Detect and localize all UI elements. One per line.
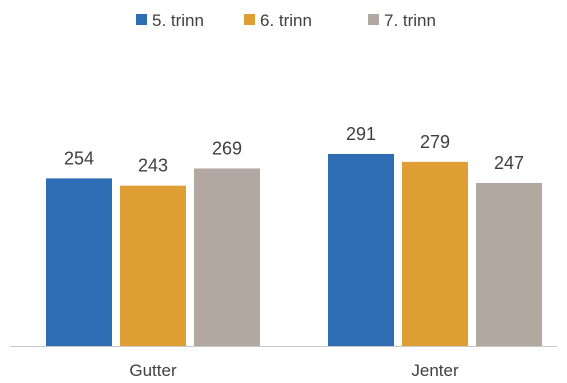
bars — [46, 153, 542, 346]
data-label: 254 — [64, 148, 94, 168]
data-label: 269 — [212, 138, 242, 158]
legend-label: 6. trinn — [260, 11, 312, 30]
data-labels: 254 243 269 291 279 247 — [64, 124, 524, 176]
data-label: 279 — [420, 132, 450, 152]
legend: 5. trinn 6. trinn 7. trinn — [136, 11, 436, 30]
data-label: 291 — [346, 124, 376, 144]
bar — [328, 153, 394, 346]
bar — [402, 161, 468, 346]
legend-swatch — [368, 14, 379, 25]
category-label: Jenter — [411, 361, 459, 380]
category-labels: Gutter Jenter — [129, 361, 459, 380]
data-label: 247 — [494, 153, 524, 173]
bar — [476, 182, 542, 346]
legend-swatch — [136, 14, 147, 25]
data-label: 243 — [138, 156, 168, 176]
legend-swatch — [244, 14, 255, 25]
legend-label: 7. trinn — [384, 11, 436, 30]
bar — [46, 178, 112, 346]
bar — [120, 185, 186, 346]
bar — [194, 168, 260, 346]
legend-label: 5. trinn — [152, 11, 204, 30]
category-label: Gutter — [129, 361, 177, 380]
